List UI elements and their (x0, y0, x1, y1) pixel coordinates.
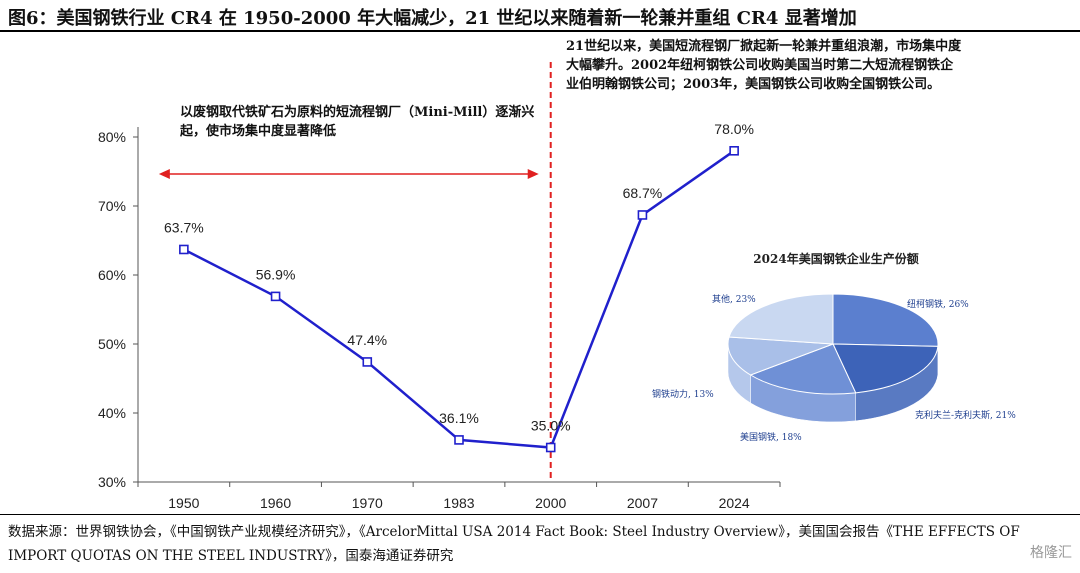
pie-slice (727, 336, 834, 376)
data-value-label: 78.0% (714, 121, 754, 137)
mini-mill-annotation: 以废钢取代铁矿石为原料的短流程钢厂（Mini-Mill）逐渐兴起，使市场集中度显… (180, 105, 535, 139)
pie-slice (728, 293, 834, 345)
x-tick-label: 1970 (352, 495, 383, 511)
footer-rule (0, 514, 1080, 515)
figure-title: 图6：美国钢铁行业 CR4 在 1950-2000 年大幅减少，21 世纪以来随… (8, 8, 857, 29)
x-axis: 1950 1960 1970 1983 2000 2007 2024 (137, 481, 781, 511)
data-value-label: 68.7% (623, 185, 663, 201)
data-point-marker (270, 291, 281, 302)
data-source: 数据来源：世界钢铁协会，《中国钢铁产业规模经济研究》，《ArcelorMitta… (8, 524, 1020, 564)
consolidation-annotation: 21世纪以来，美国短流程钢厂掀起新一轮兼并重组浪潮，市场集中度大幅攀升。2002… (566, 39, 962, 92)
data-point-marker (454, 435, 464, 445)
y-tick-label: 80% (98, 129, 126, 145)
data-point-marker (362, 357, 373, 367)
title-rule (0, 30, 1080, 32)
arrow-head-left (158, 169, 170, 179)
decline-period-arrow (158, 169, 539, 179)
pie-slice (832, 343, 939, 394)
y-tick-label: 70% (98, 198, 126, 214)
y-tick-label: 50% (98, 336, 126, 352)
x-tick-label: 1960 (260, 495, 291, 511)
x-tick-label: 2000 (535, 495, 566, 511)
y-tick-label: 40% (98, 405, 126, 421)
y-tick-label: 30% (98, 474, 126, 490)
data-value-label: 56.9% (256, 266, 296, 282)
y-axis: 30% 40% 50% 60% 70% 80% (98, 127, 139, 490)
data-value-label: 35.0% (531, 418, 571, 434)
pie-slice-label: 钢铁动力, 13% (652, 388, 714, 400)
x-tick-label: 1950 (168, 495, 199, 511)
arrow-head-right (527, 169, 539, 179)
data-value-label: 63.7% (164, 219, 204, 235)
cr4-data-points: 63.7% 56.9% 47.4% 36.1% 35.0% 68.7% 78.0% (164, 121, 754, 453)
data-point-marker (179, 244, 189, 255)
x-tick-label: 1983 (443, 495, 474, 511)
x-tick-label: 2007 (627, 495, 658, 511)
data-point-marker (729, 146, 739, 156)
pie-slice-label: 克利夫兰-克利夫斯, 21% (915, 409, 1016, 421)
data-point-marker (545, 442, 556, 453)
watermark-logo: 格隆汇 (1030, 545, 1072, 561)
pie-slice-label: 纽柯钢铁, 26% (907, 298, 969, 310)
y-tick-label: 60% (98, 267, 126, 283)
pie-title: 2024年美国钢铁企业生产份额 (753, 251, 918, 266)
data-value-label: 47.4% (347, 332, 387, 348)
pie-slice-label: 其他, 23% (712, 293, 756, 305)
pie-slice (832, 293, 939, 347)
pie-slice (749, 343, 857, 395)
pie-slice-label: 美国钢铁, 18% (740, 431, 802, 443)
data-value-label: 36.1% (439, 410, 479, 426)
data-point-marker (637, 210, 648, 220)
x-tick-label: 2024 (719, 495, 750, 511)
